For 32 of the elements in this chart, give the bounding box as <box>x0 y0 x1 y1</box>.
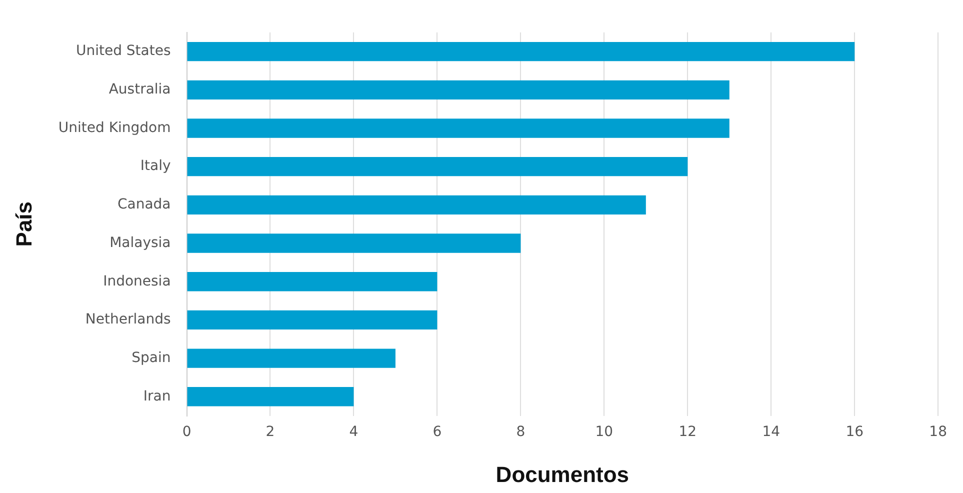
x-tick-label: 14 <box>762 424 780 440</box>
x-tick-label: 10 <box>595 424 614 440</box>
x-axis-title: Documentos <box>496 462 630 487</box>
y-tick-label: Spain <box>132 350 171 366</box>
bar <box>187 80 730 100</box>
bar <box>187 387 354 406</box>
y-tick-label: United States <box>76 43 171 60</box>
bar <box>187 348 396 368</box>
bar <box>187 42 855 62</box>
x-tick-label: 4 <box>349 424 358 440</box>
y-tick-label: Malaysia <box>110 234 171 251</box>
y-tick-label: Iran <box>143 388 171 404</box>
x-tick-label: 6 <box>432 424 442 440</box>
y-axis-title: País <box>11 201 36 247</box>
bar <box>187 310 438 330</box>
x-tick-label: 16 <box>846 424 864 440</box>
y-tick-label: United Kingdom <box>58 120 171 136</box>
x-tick-label: 8 <box>516 424 526 440</box>
bar <box>187 118 730 138</box>
x-tick-label: 0 <box>182 424 192 440</box>
y-tick-label: Netherlands <box>85 312 171 328</box>
bar <box>187 157 688 176</box>
y-tick-label: Australia <box>108 82 171 98</box>
y-tick-label: Canada <box>117 196 171 213</box>
y-tick-label: Indonesia <box>103 273 171 290</box>
x-tick-label: 12 <box>678 424 697 440</box>
bar <box>187 195 646 215</box>
y-tick-label: Italy <box>140 158 171 174</box>
bar <box>187 272 438 292</box>
bar <box>187 234 521 253</box>
x-tick-label: 2 <box>266 424 275 440</box>
x-tick-label: 18 <box>929 424 948 440</box>
